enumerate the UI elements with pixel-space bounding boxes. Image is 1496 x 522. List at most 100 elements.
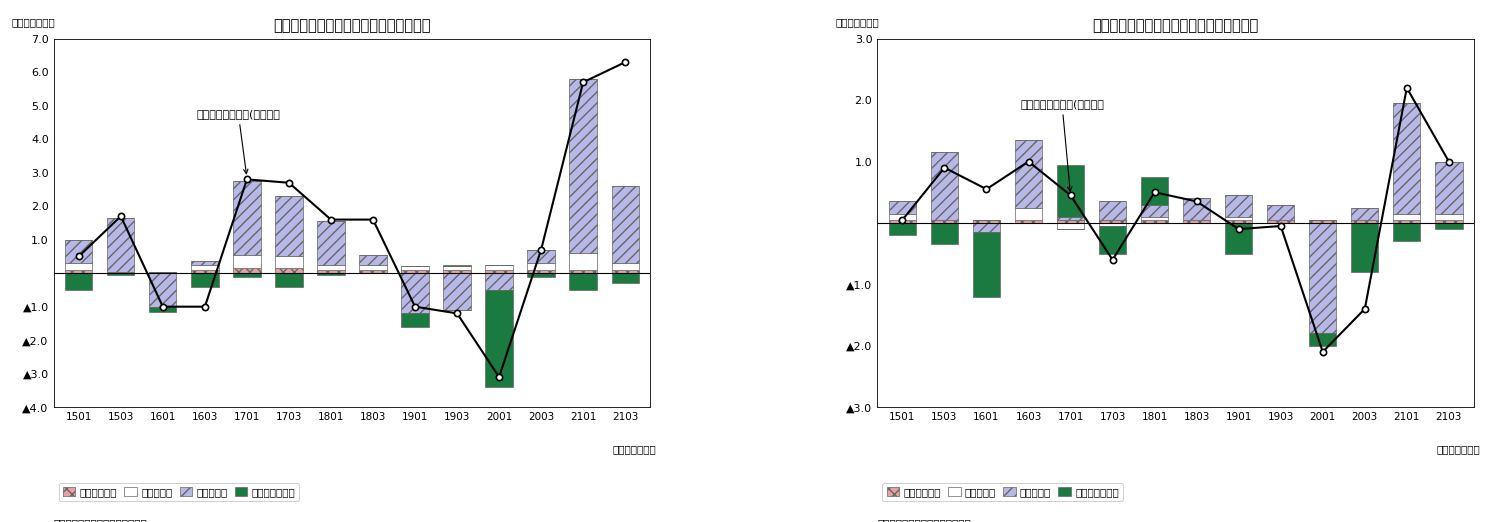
Bar — [485, 270, 513, 273]
Bar — [233, 181, 260, 255]
Bar — [1141, 217, 1168, 220]
Bar — [443, 265, 471, 267]
Title: 売上高経常利益率の要因分解（製造業）: 売上高経常利益率の要因分解（製造業） — [274, 18, 431, 33]
Bar — [359, 265, 386, 270]
Bar — [1183, 198, 1210, 220]
Bar — [1435, 213, 1463, 220]
Bar — [191, 273, 218, 287]
Bar — [889, 213, 916, 220]
Bar — [150, 307, 177, 312]
Bar — [1351, 208, 1378, 220]
Bar — [972, 223, 1001, 232]
Bar — [612, 263, 639, 270]
Bar — [233, 268, 260, 273]
Bar — [1435, 161, 1463, 213]
Bar — [889, 201, 916, 213]
Bar — [528, 263, 555, 270]
Bar — [1056, 164, 1085, 217]
Text: （資料）財務省「法人企業統計」: （資料）財務省「法人企業統計」 — [54, 518, 147, 522]
Bar — [1141, 177, 1168, 205]
Bar — [1309, 223, 1336, 334]
Bar — [191, 270, 218, 273]
Bar — [150, 273, 177, 307]
Bar — [1309, 334, 1336, 346]
Bar — [570, 79, 597, 253]
Legend: 金融費用要因, 人件費要因, 変動費要因, 減価償却費要因: 金融費用要因, 人件費要因, 変動費要因, 減価償却費要因 — [883, 483, 1123, 502]
Bar — [931, 220, 957, 223]
Text: （前年差、％）: （前年差、％） — [12, 18, 55, 28]
Bar — [1056, 220, 1085, 223]
Bar — [1309, 220, 1336, 223]
Bar — [485, 273, 513, 290]
Bar — [1014, 140, 1043, 208]
Bar — [191, 265, 218, 270]
Bar — [66, 270, 93, 273]
Bar — [1393, 213, 1421, 220]
Bar — [1435, 223, 1463, 229]
Bar — [108, 271, 135, 273]
Text: （前年差、％）: （前年差、％） — [835, 18, 880, 28]
Bar — [401, 273, 429, 313]
Bar — [275, 273, 302, 287]
Text: （年・四半期）: （年・四半期） — [1436, 444, 1480, 454]
Bar — [1267, 205, 1294, 220]
Bar — [275, 196, 302, 256]
Bar — [317, 270, 344, 273]
Bar — [1435, 220, 1463, 223]
Bar — [889, 220, 916, 223]
Bar — [570, 253, 597, 270]
Bar — [401, 270, 429, 273]
Bar — [66, 273, 93, 290]
Bar — [570, 273, 597, 290]
Bar — [443, 270, 471, 273]
Bar — [317, 265, 344, 270]
Bar — [1351, 220, 1378, 223]
Bar — [359, 270, 386, 273]
Bar — [972, 220, 1001, 223]
Bar — [401, 267, 429, 270]
Bar — [612, 270, 639, 273]
Bar — [1393, 103, 1421, 213]
Legend: 金融費用要因, 人件費要因, 変動費要因, 減価償却費要因: 金融費用要因, 人件費要因, 変動費要因, 減価償却費要因 — [58, 483, 299, 502]
Bar — [1225, 195, 1252, 217]
Bar — [485, 265, 513, 270]
Bar — [108, 273, 135, 275]
Bar — [528, 250, 555, 263]
Bar — [108, 218, 135, 271]
Bar — [1014, 220, 1043, 223]
Text: （資料）財務省「法人企業統計」: （資料）財務省「法人企業統計」 — [877, 518, 971, 522]
Bar — [612, 273, 639, 283]
Bar — [233, 255, 260, 268]
Bar — [1141, 205, 1168, 217]
Bar — [66, 263, 93, 270]
Bar — [1100, 220, 1126, 223]
Bar — [1225, 217, 1252, 220]
Bar — [1056, 223, 1085, 229]
Bar — [1100, 226, 1126, 254]
Bar — [570, 270, 597, 273]
Bar — [1056, 217, 1085, 220]
Bar — [317, 221, 344, 265]
Bar — [359, 255, 386, 265]
Bar — [1183, 220, 1210, 223]
Bar — [1351, 223, 1378, 272]
Bar — [443, 267, 471, 270]
Bar — [1014, 208, 1043, 220]
Bar — [528, 273, 555, 277]
Bar — [972, 232, 1001, 296]
Bar — [1393, 220, 1421, 223]
Bar — [1225, 223, 1252, 254]
Bar — [1393, 223, 1421, 241]
Bar — [317, 273, 344, 275]
Bar — [612, 186, 639, 263]
Bar — [233, 273, 260, 277]
Bar — [889, 223, 916, 235]
Bar — [1141, 220, 1168, 223]
Bar — [1225, 220, 1252, 223]
Bar — [528, 270, 555, 273]
Bar — [931, 223, 957, 244]
Bar — [191, 262, 218, 265]
Bar — [931, 152, 957, 220]
Bar — [275, 256, 302, 268]
Bar — [443, 273, 471, 310]
